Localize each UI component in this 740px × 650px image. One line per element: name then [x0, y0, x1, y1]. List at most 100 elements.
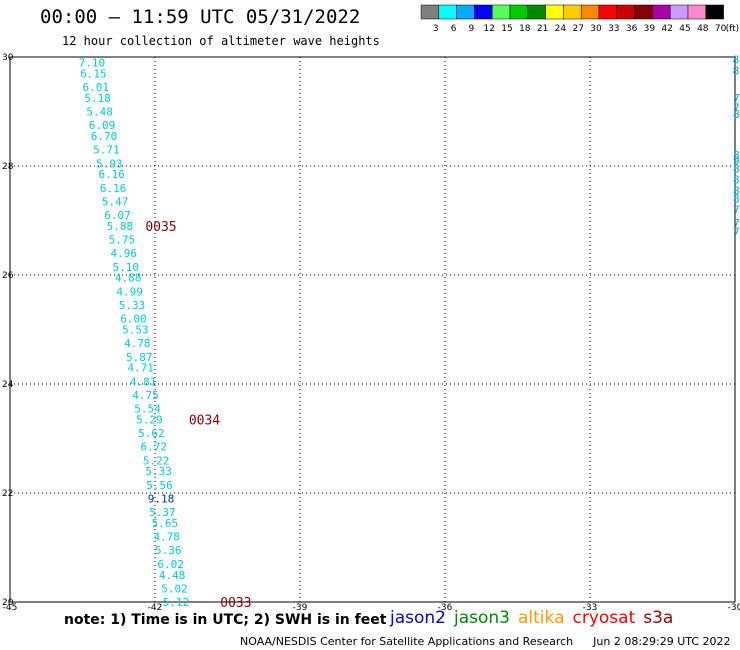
- latitude-tick-label: 30: [2, 53, 14, 63]
- legend-swatch: [705, 4, 724, 20]
- legend-label: 48: [697, 24, 709, 34]
- legend-swatch: [687, 4, 707, 20]
- legend-label: 3: [433, 24, 439, 34]
- swh-value-label: 6.09: [89, 119, 116, 132]
- swh-value-label: 4.48: [159, 569, 186, 582]
- swh-color-legend: 3 6 9 12 15 18 21 24 27 30 33 36 39 42 45 48 70 (ft): [420, 4, 740, 34]
- longitude-tick-labels: -45 -42 -39 -36 -33 -30: [3, 603, 740, 613]
- swh-value-label-edge: 9.: [733, 155, 740, 168]
- legend-label: 21: [537, 24, 548, 34]
- swh-value-label: 5.48: [86, 106, 113, 119]
- legend-swatch: [545, 4, 564, 20]
- legend-swatch: [616, 4, 635, 20]
- swh-value-label-edge: 7.8: [733, 92, 740, 105]
- legend-swatch: [509, 4, 529, 20]
- latitude-tick-label: 20: [2, 598, 14, 608]
- longitude-tick-label: -33: [583, 603, 598, 613]
- swh-value-label: 5.62: [138, 427, 165, 440]
- swh-value-label-edge: 8: [733, 185, 740, 198]
- satellite-cryosat: cryosat: [572, 608, 636, 628]
- longitude-tick-label: -39: [293, 603, 308, 613]
- legend-swatch: [563, 4, 582, 20]
- swh-value-label-edge: 7: [733, 217, 740, 230]
- legend-label: 39: [644, 24, 656, 34]
- swh-value-label: 6.72: [141, 441, 168, 454]
- latitude-tick-labels: 20 22 24 26 28 30: [2, 53, 14, 608]
- pass-time-labels: 0035 0034 0033: [145, 220, 251, 611]
- pass-time-label: 0035: [145, 220, 176, 235]
- swh-track-main: 7.106.156.015.185.486.096.705.715.936.16…: [79, 56, 190, 609]
- latitude-tick-label: 24: [2, 380, 14, 390]
- pass-time-label: 0034: [189, 413, 220, 428]
- swh-value-label: 5.33: [119, 299, 146, 312]
- legend-label: 15: [501, 24, 512, 34]
- swh-value-label: 4.99: [116, 285, 143, 298]
- longitude-tick-label: -42: [148, 603, 163, 613]
- swh-value-label: 6.16: [100, 182, 127, 195]
- swh-value-label: 5.53: [122, 324, 149, 337]
- swh-value-label: 4.78: [124, 337, 151, 350]
- swh-value-label: 4.96: [111, 247, 137, 260]
- satellite-jason2: jason2: [390, 608, 446, 628]
- legend-swatch: [438, 4, 457, 20]
- swh-value-label-edge: 8.4: [733, 108, 740, 121]
- swh-value-label: 4.78: [154, 531, 181, 544]
- swh-value-label-edge: 8: [733, 193, 740, 206]
- legend-swatch: [420, 4, 440, 20]
- swh-value-label: 7.10: [79, 56, 106, 69]
- swh-value-label: 5.37: [149, 506, 176, 519]
- swh-value-label: 5.29: [136, 413, 163, 426]
- swh-value-label: 5.10: [112, 261, 139, 274]
- swh-value-label-edge: 8.19: [733, 54, 740, 67]
- legend-swatch: [669, 4, 689, 20]
- swh-value-label: 6.02: [157, 558, 184, 571]
- plot-frame: [9, 56, 736, 603]
- legend-label: 18: [519, 24, 531, 34]
- swh-value-label: 5.18: [84, 92, 111, 105]
- swh-value-label: 5.56: [146, 479, 173, 492]
- legend-label: 45: [679, 24, 690, 34]
- legend-label: 6: [451, 24, 457, 34]
- satellite-s3a: s3a: [643, 608, 674, 628]
- swh-value-label: 5.54: [134, 403, 161, 416]
- swh-value-label-edge: 8.11: [733, 65, 740, 78]
- credit-text: NOAA/NESDIS Center for Satellite Applica…: [240, 635, 574, 648]
- swh-value-label-edge: 8.: [733, 149, 740, 162]
- legend-swatch: [652, 4, 671, 20]
- legend-label: 9: [469, 24, 475, 34]
- swh-value-label: 5.87: [126, 351, 153, 364]
- swh-value-label: 5.36: [155, 544, 182, 557]
- legend-swatch: [474, 4, 493, 20]
- swh-value-label: 5.71: [93, 144, 120, 157]
- pass-time-label: 0033: [220, 596, 251, 611]
- map-subtitle: 12 hour collection of altimeter wave hei…: [62, 34, 380, 48]
- latitude-tick-label: 22: [2, 489, 13, 499]
- longitude-tick-label: -30: [728, 603, 740, 613]
- footer-note: note: 1) Time is in UTC; 2) SWH is in fe…: [64, 612, 387, 628]
- legend-swatch: [634, 4, 653, 20]
- latitude-tick-label: 26: [2, 271, 14, 281]
- satellite-altika: altika: [518, 608, 565, 628]
- legend-label: 30: [590, 24, 602, 34]
- swh-value-label: 5.47: [102, 195, 129, 208]
- legend-label: 33: [608, 24, 619, 34]
- legend-label: 42: [661, 24, 672, 34]
- swh-value-label-edge: 7: [733, 204, 740, 217]
- swh-value-label: 5.12: [163, 596, 190, 609]
- legend-label: 24: [555, 24, 567, 34]
- swh-value-label: 5.93: [96, 157, 123, 170]
- longitude-tick-label: -45: [3, 603, 18, 613]
- swh-value-label-edge: 8.: [733, 174, 740, 187]
- legend-unit: (ft): [726, 24, 740, 34]
- swh-value-label-edge: 7: [733, 225, 740, 238]
- grid-lines: [10, 57, 735, 602]
- swh-value-label: 4.88: [115, 272, 142, 285]
- legend-swatch: [580, 4, 600, 20]
- swh-value-label: 9.18: [148, 492, 175, 505]
- swh-value-label: 6.00: [120, 313, 147, 326]
- swh-value-label: 5.33: [145, 465, 172, 478]
- footer-credit: NOAA/NESDIS Center for Satellite Applica…: [240, 635, 731, 648]
- legend-swatch: [598, 4, 618, 20]
- swh-value-label: 6.15: [80, 67, 107, 80]
